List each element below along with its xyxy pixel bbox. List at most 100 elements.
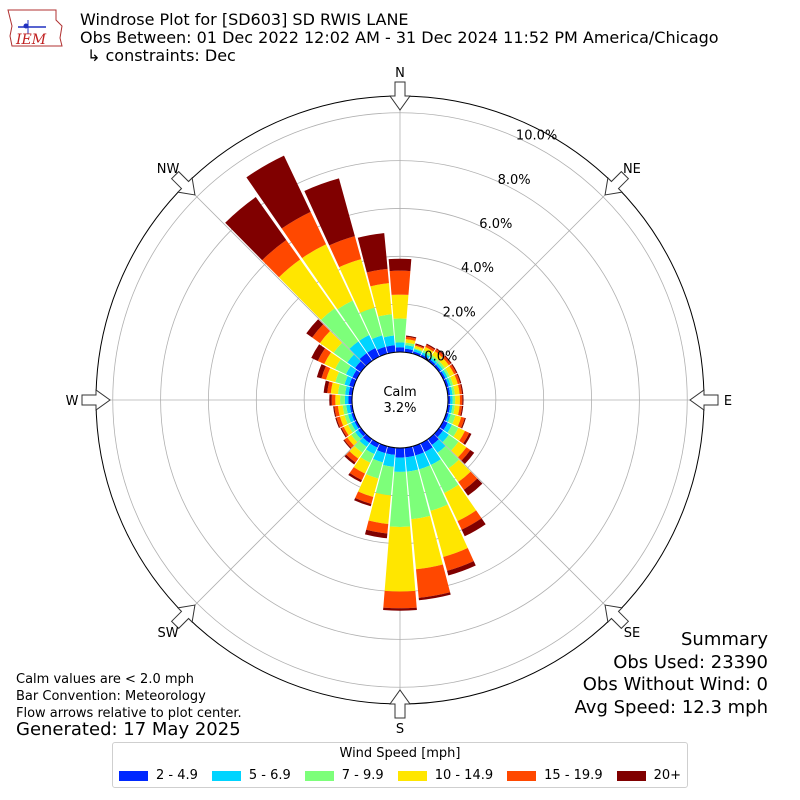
wind-bar-segment	[458, 384, 463, 395]
avg-speed: Avg Speed: 12.3 mph	[574, 696, 768, 718]
direction-label: SW	[158, 626, 179, 641]
wind-bar-segment	[405, 455, 419, 472]
wind-bar-segment	[389, 471, 411, 527]
wind-bar-segment	[426, 343, 436, 350]
radial-tick-label: 0.0%	[424, 350, 457, 365]
flow-note: Flow arrows relative to plot center.	[16, 706, 242, 721]
wind-bar-segment	[451, 363, 458, 374]
wind-bar-segment	[448, 386, 453, 396]
wind-bar-segment	[320, 308, 359, 349]
wind-bar-segment	[337, 384, 347, 395]
wind-bar-segment	[355, 361, 366, 373]
wind-bar-segment	[415, 343, 425, 348]
iem-logo: IEM	[7, 9, 63, 48]
wind-bar-segment	[304, 178, 355, 246]
wind-bar-segment	[462, 394, 464, 406]
wind-bar-segment	[443, 412, 449, 421]
wind-bar-segment	[447, 561, 476, 576]
wind-bar-segment	[453, 405, 460, 416]
wind-bar-segment	[443, 379, 449, 388]
wind-bar-segment	[321, 366, 331, 380]
wind-bar-segment	[454, 395, 460, 405]
wind-bar-segment	[463, 478, 483, 496]
legend-items: 2 - 4.9 5 - 6.9 7 - 9.9 10 - 14.9 15 - 19.9 2…	[113, 768, 687, 783]
wind-bar-segment	[383, 335, 395, 347]
grid-spoke	[433, 433, 616, 616]
calm-label: Calm	[383, 385, 416, 400]
wind-bar-segment	[359, 335, 376, 353]
wind-bar-segment	[345, 386, 351, 396]
legend: Wind Speed [mph] 2 - 4.9 5 - 6.9 7 - 9.9 10…	[112, 742, 688, 788]
wind-bar-segment	[447, 414, 456, 424]
wind-bar-segment	[370, 283, 392, 317]
wind-bar-segment	[458, 471, 478, 490]
grid-spoke	[184, 184, 367, 367]
radial-tick-label: 10.0%	[516, 129, 557, 144]
wind-bar-segment	[463, 432, 472, 445]
wind-bar-segment	[386, 345, 396, 354]
wind-bar-segment	[384, 526, 416, 592]
wind-bar-segment	[414, 344, 424, 349]
grid-spoke	[433, 184, 616, 367]
legend-item: 20+	[616, 768, 681, 783]
wind-bar-segment	[349, 446, 363, 459]
wind-bar-segment	[441, 370, 448, 379]
wind-bar-segment	[412, 351, 421, 357]
wind-bar-segment	[306, 319, 324, 338]
wind-bar-segment	[311, 344, 326, 361]
wind-bar-segment	[323, 380, 330, 394]
wind-bar-segment	[457, 416, 465, 428]
direction-arrow-icon	[604, 604, 630, 630]
wind-bar-segment	[434, 427, 444, 438]
wind-bar-segment	[351, 421, 359, 431]
radial-tick-label: 4.0%	[461, 261, 494, 276]
wind-bar-segment	[452, 415, 462, 427]
wind-bar-segment	[388, 258, 412, 272]
wind-bar-segment	[444, 355, 452, 364]
wind-bar-segment	[453, 427, 465, 441]
wind-bar-segment	[406, 469, 431, 520]
wind-bar-segment	[416, 564, 451, 598]
summary-block: Summary Obs Used: 23390 Obs Without Wind…	[575, 629, 768, 719]
wind-bar-segment	[451, 404, 455, 414]
wind-bar-segment	[443, 422, 453, 433]
legend-swatch	[118, 770, 148, 781]
constraints-label: ↳ constraints: Dec	[87, 46, 236, 65]
wind-bar-segment	[302, 244, 353, 310]
calm-circle	[351, 351, 449, 449]
wind-bar-segment	[344, 437, 354, 448]
wind-bar-segment	[372, 335, 386, 350]
wind-bar-segment	[335, 394, 341, 406]
wind-bar-segment	[420, 439, 433, 453]
wind-bar-segment	[347, 423, 356, 433]
wind-bar-segment	[445, 365, 455, 377]
wind-bar-segment	[458, 405, 463, 416]
wind-bar-segment	[447, 377, 454, 386]
wind-bar-segment	[359, 437, 370, 447]
direction-label: NW	[157, 162, 180, 177]
direction-label: W	[66, 394, 79, 409]
wind-bar-segment	[421, 352, 430, 359]
wind-bar-segment	[446, 404, 451, 413]
wind-bar-segment	[354, 440, 367, 453]
obs-used: Obs Used: 23390	[613, 651, 768, 673]
wind-bar-segment	[419, 465, 448, 511]
wind-bar-segment	[422, 350, 432, 357]
legend-item: 7 - 9.9	[304, 768, 384, 783]
wind-bar-segment	[349, 404, 354, 413]
wind-bar-segment	[427, 358, 436, 366]
legend-item: 15 - 19.9	[507, 768, 603, 783]
wind-bar-segment	[344, 414, 351, 424]
wind-bar-segment	[362, 434, 373, 444]
wind-bar-segment	[460, 383, 464, 395]
direction-arrow-icon	[604, 170, 630, 196]
wind-bar-segment	[366, 520, 389, 534]
wind-bar-segment	[456, 373, 462, 384]
wind-bar-segment	[365, 443, 378, 455]
wind-bar-segment	[278, 259, 335, 320]
wind-bar-segment	[346, 404, 352, 414]
direction-arrow-icon	[689, 389, 719, 411]
wind-bar-segment	[344, 395, 349, 405]
wind-bar-segment	[337, 405, 345, 416]
